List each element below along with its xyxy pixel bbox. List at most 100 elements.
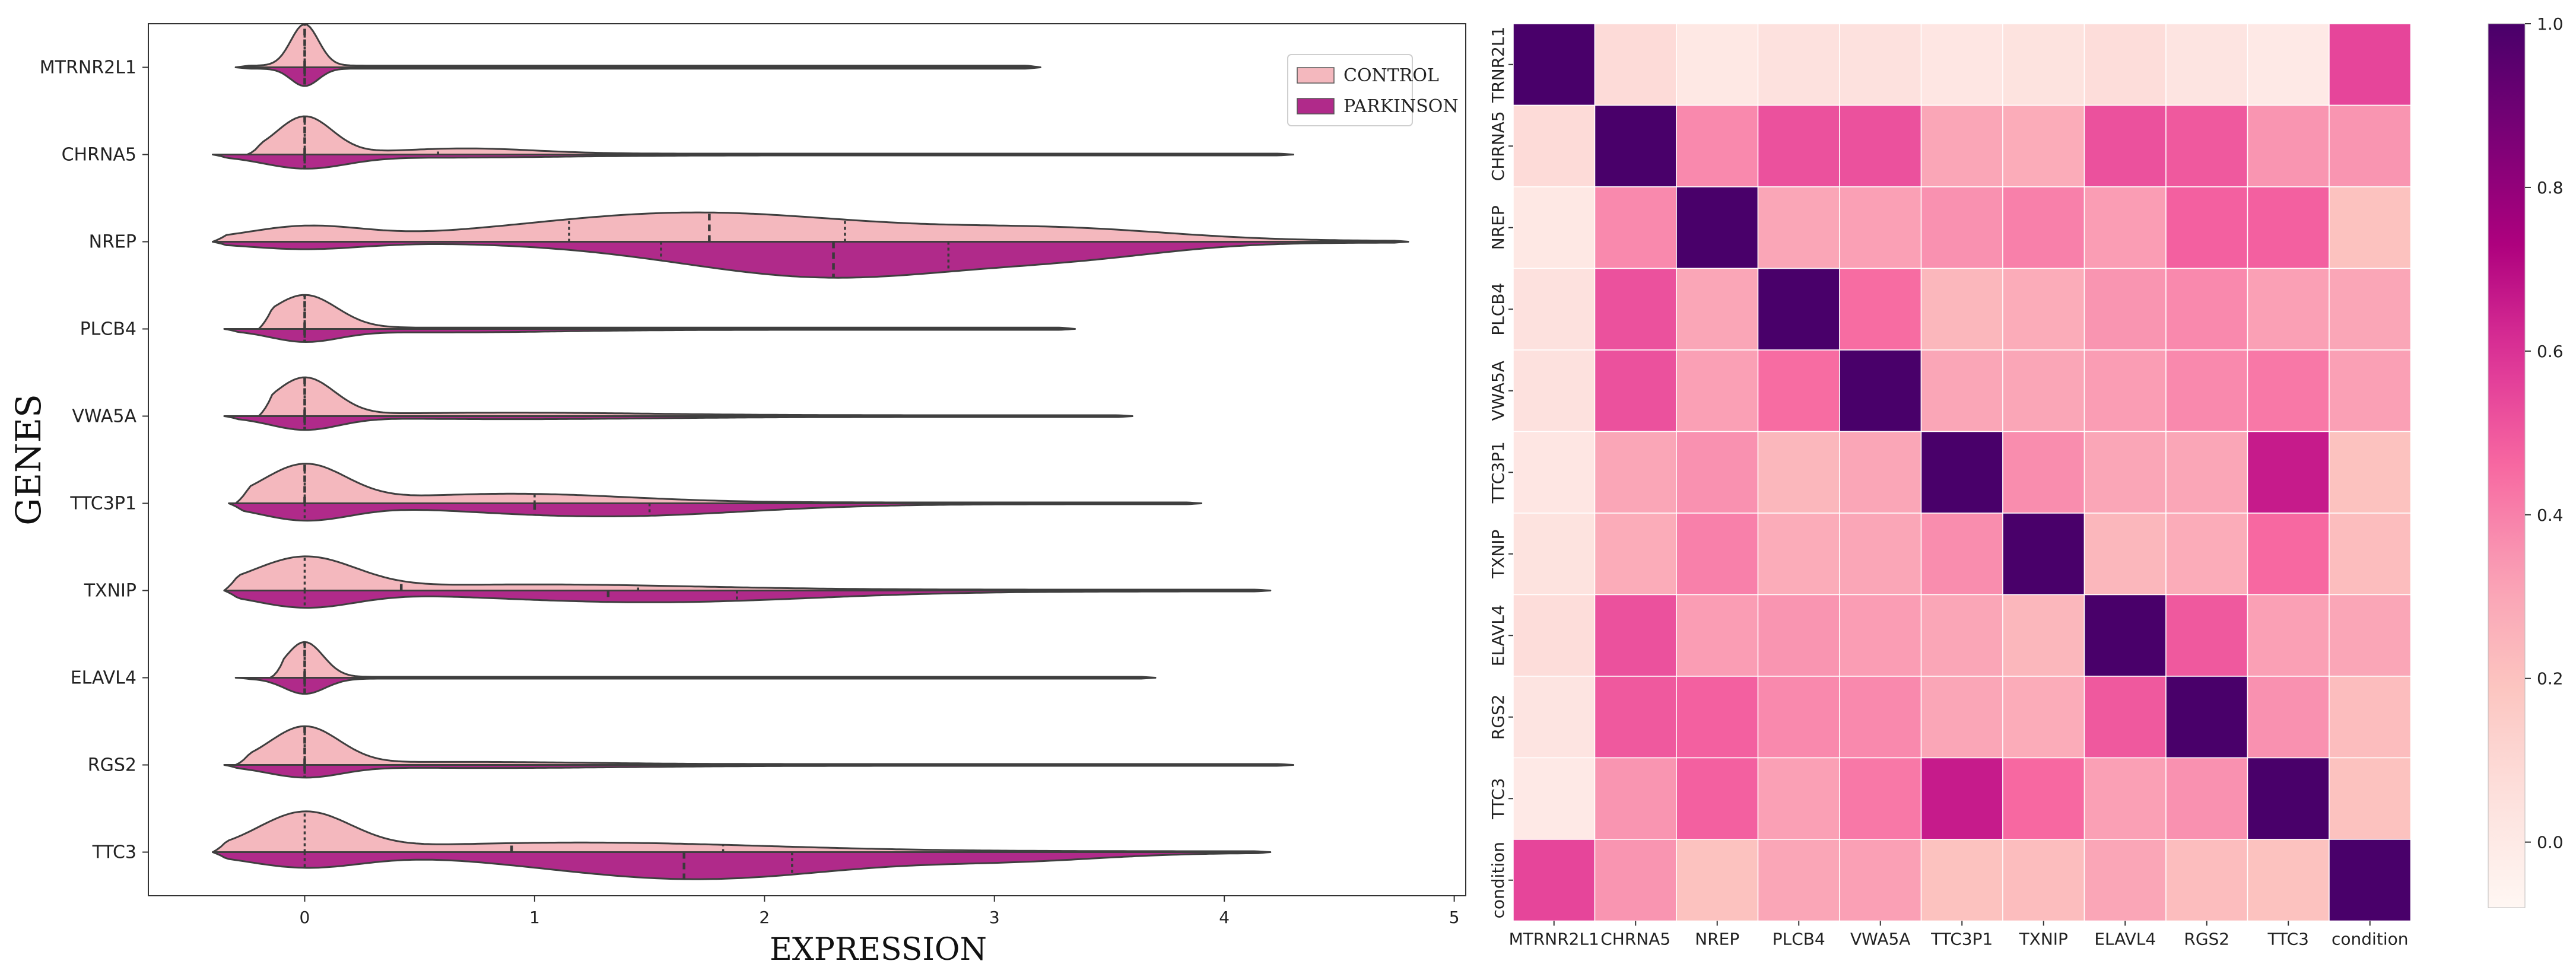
y-axis-title: GENES (8, 394, 49, 526)
heatmap-cell-10-10 (2329, 839, 2412, 922)
heatmap-cell-5-3 (1757, 431, 1840, 514)
legend-label-control: CONTROL (1343, 65, 1439, 86)
heatmap-cell-7-9 (2247, 594, 2330, 677)
heatmap-cell-10-3 (1757, 839, 1840, 922)
heatmap-cell-7-6 (2002, 594, 2085, 677)
heatmap-cell-3-5 (1920, 268, 2003, 351)
gene-label-txnip: TXNIP (84, 581, 136, 602)
heatmap-cell-0-0 (1513, 23, 1596, 106)
row-label-condition: condition (1488, 842, 1508, 918)
heatmap-cell-2-8 (2165, 186, 2248, 269)
heatmap-cell-5-4 (1839, 431, 1922, 514)
heatmap-cell-9-5 (1920, 757, 2003, 840)
x-tick-label: 4 (1219, 908, 1230, 927)
heatmap-cell-4-10 (2329, 349, 2412, 432)
violin-elavl4-parkinson (234, 677, 1157, 695)
colorbar-tick-label: 1.0 (2537, 14, 2564, 34)
heatmap-cell-4-9 (2247, 349, 2330, 432)
row-label-txnip: TXNIP (1488, 530, 1508, 579)
x-tick-label: 1 (529, 908, 540, 927)
heatmap-cell-8-1 (1594, 676, 1677, 759)
heatmap-cell-3-4 (1839, 268, 1922, 351)
heatmap-cell-2-0 (1513, 186, 1596, 269)
row-label-ttc3: TTC3 (1488, 778, 1508, 820)
heatmap-cell-9-9 (2247, 757, 2330, 840)
violin-mtrnr2l1-control (234, 23, 1041, 68)
row-label-nrep: NREP (1488, 205, 1508, 250)
heatmap-cell-6-5 (1920, 513, 2003, 596)
heatmap-cell-3-6 (2002, 268, 2085, 351)
violin-chrna5-parkinson (212, 154, 1294, 170)
heatmap-cell-0-10 (2329, 23, 2412, 106)
heatmap-cell-0-7 (2083, 23, 2167, 106)
violin-ttc3-control (212, 810, 1272, 853)
heatmap-cell-0-6 (2002, 23, 2085, 106)
heatmap-cell-4-7 (2083, 349, 2167, 432)
violin-plcb4-control (258, 294, 1076, 330)
heatmap-cell-4-5 (1920, 349, 2003, 432)
heatmap-cell-9-10 (2329, 757, 2412, 840)
heatmap-cell-0-9 (2247, 23, 2330, 106)
heatmap-cell-0-1 (1594, 23, 1677, 106)
heatmap-cell-6-10 (2329, 513, 2412, 596)
colorbar-tick-label: 0.4 (2537, 505, 2564, 525)
heatmap-cell-6-8 (2165, 513, 2248, 596)
heatmap-cell-2-9 (2247, 186, 2330, 269)
heatmap-cell-6-7 (2083, 513, 2167, 596)
heatmap-cell-5-10 (2329, 431, 2412, 514)
heatmap-cell-7-7 (2083, 594, 2167, 677)
heatmap-cell-0-8 (2165, 23, 2248, 106)
heatmap-cell-8-3 (1757, 676, 1840, 759)
heatmap-cell-7-8 (2165, 594, 2248, 677)
heatmap-cell-0-3 (1757, 23, 1840, 106)
col-label-plcb4: PLCB4 (1773, 930, 1825, 949)
col-label-ttc3p1: TTC3P1 (1930, 930, 1993, 949)
heatmap-cell-10-4 (1839, 839, 1922, 922)
x-tick-label: 0 (300, 908, 310, 927)
violin-nrep-control (212, 211, 1409, 243)
heatmap-cell-2-5 (1920, 186, 2003, 269)
heatmap-cell-3-8 (2165, 268, 2248, 351)
heatmap-cell-4-1 (1594, 349, 1677, 432)
row-label-vwa5a: VWA5A (1488, 361, 1508, 421)
heatmap-cell-6-6 (2002, 513, 2085, 596)
heatmap-cell-2-2 (1676, 186, 1759, 269)
heatmap-cell-6-9 (2247, 513, 2330, 596)
heatmap-cell-9-4 (1839, 757, 1922, 840)
heatmap-cell-3-1 (1594, 268, 1677, 351)
heatmap-cell-8-6 (2002, 676, 2085, 759)
gene-label-vwa5a: VWA5A (72, 406, 136, 427)
heatmap-cell-6-0 (1513, 513, 1596, 596)
violin-rgs2-parkinson (223, 764, 1294, 779)
heatmap-cell-6-1 (1594, 513, 1677, 596)
heatmap-cell-5-9 (2247, 431, 2330, 514)
heatmap-cell-3-2 (1676, 268, 1759, 351)
x-tick-label: 2 (759, 908, 770, 927)
heatmap-cell-1-4 (1839, 104, 1922, 187)
row-label-plcb4: PLCB4 (1488, 283, 1508, 336)
heatmap-cells (1513, 23, 2412, 922)
heatmap-cell-8-2 (1676, 676, 1759, 759)
heatmap-row-labels: TRNR2L1 CHRNA5 NREP PLCB4 VWA5A TTC3P1 TXNIP EL… (1488, 27, 1513, 918)
gene-label-plcb4: PLCB4 (80, 319, 136, 340)
violin-plcb4-parkinson (223, 328, 1076, 343)
heatmap-cell-2-1 (1594, 186, 1677, 269)
gene-axis: MTRNR2L1 CHRNA5 NREP PLCB4 VWA5A TTC3P1 TXNIP E… (40, 58, 148, 863)
row-label-elavl4: ELAVL4 (1488, 604, 1508, 666)
gene-label-ttc3p1: TTC3P1 (69, 494, 136, 514)
legend: CONTROL PARKINSON (1287, 54, 1459, 126)
heatmap-cell-10-9 (2247, 839, 2330, 922)
violin-ttc3p1-parkinson (228, 502, 1202, 522)
heatmap-cell-8-10 (2329, 676, 2412, 759)
heatmap-cell-7-0 (1513, 594, 1596, 677)
violin-ttc3-parkinson (212, 851, 1272, 880)
heatmap-cell-1-7 (2083, 104, 2167, 187)
heatmap-cell-10-7 (2083, 839, 2167, 922)
heatmap-cell-5-5 (1920, 431, 2003, 514)
row-label-trnr2l1: TRNR2L1 (1488, 27, 1508, 103)
col-label-vwa5a: VWA5A (1850, 930, 1910, 949)
heatmap-cell-6-3 (1757, 513, 1840, 596)
gene-label-chrna5: CHRNA5 (62, 145, 136, 166)
col-label-nrep: NREP (1695, 930, 1739, 949)
heatmap-cell-3-10 (2329, 268, 2412, 351)
